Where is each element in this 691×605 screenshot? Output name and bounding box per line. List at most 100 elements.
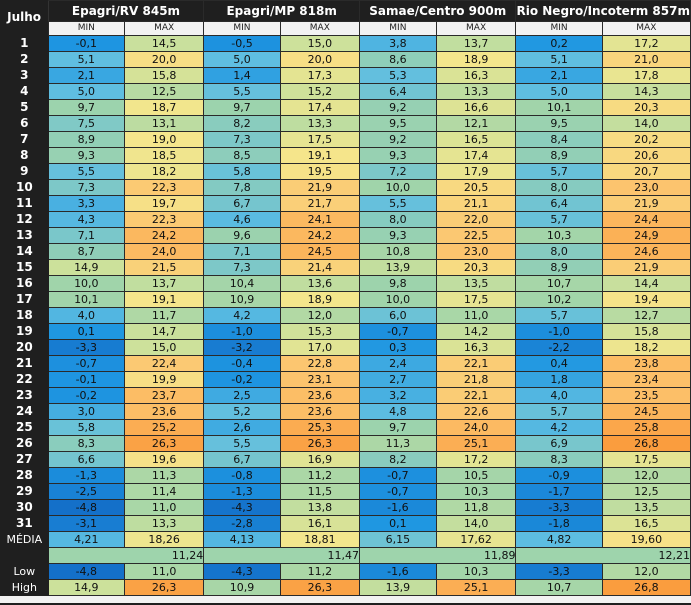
min-cell[interactable]: 5,1	[47, 51, 125, 68]
min-cell[interactable]: -2,2	[515, 339, 603, 356]
max-cell[interactable]: 24,2	[279, 227, 361, 244]
max-cell[interactable]: 15,0	[123, 339, 205, 356]
high-cell[interactable]: 26,3	[123, 579, 205, 596]
max-cell[interactable]: 13,7	[123, 275, 205, 292]
max-cell[interactable]: 26,8	[601, 435, 691, 452]
day-label[interactable]: 11	[0, 195, 49, 212]
max-cell[interactable]: 18,5	[123, 147, 205, 164]
min-header[interactable]: MIN	[203, 21, 281, 36]
day-label[interactable]: 19	[0, 323, 49, 340]
min-cell[interactable]: 4,8	[359, 403, 437, 420]
min-cell[interactable]: 0,3	[359, 339, 437, 356]
max-cell[interactable]: 14,2	[435, 323, 517, 340]
max-cell[interactable]: 23,8	[601, 355, 691, 372]
max-cell[interactable]: 19,7	[123, 195, 205, 212]
station-header-1[interactable]: Epagri/RV 845m	[47, 0, 205, 22]
day-label[interactable]: 21	[0, 355, 49, 372]
max-cell[interactable]: 18,9	[279, 291, 361, 308]
media-cell[interactable]: 6,15	[359, 531, 437, 548]
low-cell[interactable]: -3,3	[515, 563, 603, 580]
day-label[interactable]: 13	[0, 227, 49, 244]
min-cell[interactable]: -3,3	[47, 339, 125, 356]
overall-average-cell[interactable]: 11,24	[47, 547, 205, 564]
day-label[interactable]: 8	[0, 147, 49, 164]
max-cell[interactable]: 17,5	[601, 451, 691, 468]
min-cell[interactable]: 2,1	[47, 67, 125, 84]
min-cell[interactable]: 3,8	[359, 35, 437, 52]
max-cell[interactable]: 11,3	[123, 467, 205, 484]
min-cell[interactable]: 9,6	[203, 227, 281, 244]
min-cell[interactable]: -0,5	[203, 35, 281, 52]
min-cell[interactable]: -1,0	[203, 323, 281, 340]
min-cell[interactable]: -3,3	[515, 499, 603, 516]
max-cell[interactable]: 23,6	[123, 403, 205, 420]
station-header-3[interactable]: Samae/Centro 900m	[359, 0, 517, 22]
min-cell[interactable]: 9,8	[359, 275, 437, 292]
max-cell[interactable]: 21,8	[435, 371, 517, 388]
corner-label[interactable]: Julho	[0, 0, 49, 36]
max-cell[interactable]: 11,0	[435, 307, 517, 324]
min-cell[interactable]: -0,7	[359, 467, 437, 484]
max-cell[interactable]: 17,4	[279, 99, 361, 116]
high-cell[interactable]: 14,9	[47, 579, 125, 596]
max-cell[interactable]: 11,4	[123, 483, 205, 500]
min-cell[interactable]: 9,3	[47, 147, 125, 164]
max-cell[interactable]: 23,5	[601, 387, 691, 404]
max-cell[interactable]: 18,7	[123, 99, 205, 116]
min-cell[interactable]: 8,2	[203, 115, 281, 132]
min-cell[interactable]: 5,2	[203, 403, 281, 420]
max-cell[interactable]: 12,0	[279, 307, 361, 324]
max-cell[interactable]: 18,2	[123, 163, 205, 180]
station-header-4[interactable]: Rio Negro/Incoterm 857m	[515, 0, 691, 22]
overall-average-cell[interactable]: 11,89	[359, 547, 517, 564]
max-cell[interactable]: 17,0	[279, 339, 361, 356]
min-cell[interactable]: 5,5	[359, 195, 437, 212]
min-cell[interactable]: 8,0	[359, 211, 437, 228]
min-cell[interactable]: -0,8	[203, 467, 281, 484]
min-cell[interactable]: -0,1	[47, 371, 125, 388]
day-label[interactable]: 23	[0, 387, 49, 404]
min-cell[interactable]: 10,9	[203, 291, 281, 308]
high-cell[interactable]: 26,3	[279, 579, 361, 596]
max-cell[interactable]: 22,1	[435, 387, 517, 404]
max-cell[interactable]: 20,7	[601, 163, 691, 180]
day-label[interactable]: 28	[0, 467, 49, 484]
min-cell[interactable]: 5,5	[203, 435, 281, 452]
max-cell[interactable]: 24,0	[123, 243, 205, 260]
max-cell[interactable]: 23,6	[279, 387, 361, 404]
max-cell[interactable]: 21,9	[279, 179, 361, 196]
max-cell[interactable]: 13,3	[435, 83, 517, 100]
max-header[interactable]: MAX	[123, 21, 205, 36]
day-label[interactable]: 15	[0, 259, 49, 276]
day-label[interactable]: 26	[0, 435, 49, 452]
max-cell[interactable]: 19,0	[123, 131, 205, 148]
min-cell[interactable]: -4,8	[47, 499, 125, 516]
media-cell[interactable]: 19,60	[601, 531, 691, 548]
max-cell[interactable]: 14,7	[123, 323, 205, 340]
high-cell[interactable]: 26,8	[601, 579, 691, 596]
high-cell[interactable]: 10,7	[515, 579, 603, 596]
max-cell[interactable]: 23,6	[279, 403, 361, 420]
min-cell[interactable]: 8,9	[515, 147, 603, 164]
min-cell[interactable]: 5,7	[515, 163, 603, 180]
max-cell[interactable]: 12,5	[123, 83, 205, 100]
max-cell[interactable]: 20,0	[123, 51, 205, 68]
min-cell[interactable]: 6,7	[203, 451, 281, 468]
high-cell[interactable]: 10,9	[203, 579, 281, 596]
min-cell[interactable]: 0,2	[515, 35, 603, 52]
min-header[interactable]: MIN	[515, 21, 603, 36]
min-cell[interactable]: 5,7	[515, 307, 603, 324]
max-cell[interactable]: 17,5	[279, 131, 361, 148]
min-cell[interactable]: 7,5	[47, 115, 125, 132]
media-cell[interactable]: 18,81	[279, 531, 361, 548]
min-cell[interactable]: 6,6	[47, 451, 125, 468]
max-cell[interactable]: 24,2	[123, 227, 205, 244]
station-header-2[interactable]: Epagri/MP 818m	[203, 0, 361, 22]
max-cell[interactable]: 12,7	[601, 307, 691, 324]
day-label[interactable]: 27	[0, 451, 49, 468]
min-cell[interactable]: 5,5	[47, 163, 125, 180]
day-label[interactable]: 5	[0, 99, 49, 116]
min-cell[interactable]: 7,1	[203, 243, 281, 260]
min-cell[interactable]: 0,1	[47, 323, 125, 340]
min-cell[interactable]: 7,3	[47, 179, 125, 196]
